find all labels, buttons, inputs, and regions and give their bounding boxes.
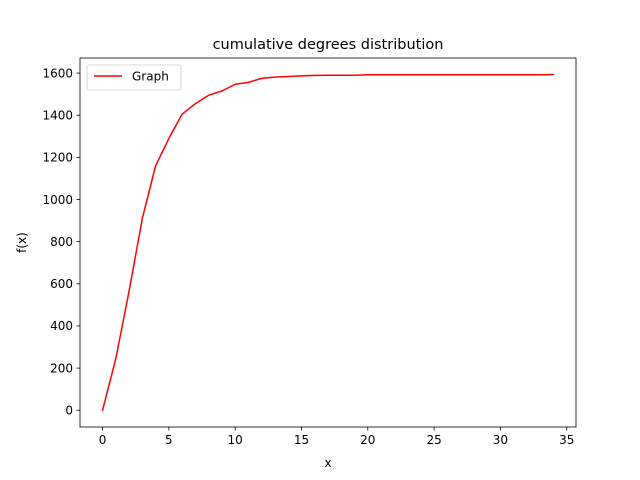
x-tick-label: 15 (294, 433, 309, 447)
y-tick-label: 1600 (42, 66, 73, 80)
y-tick-label: 400 (50, 319, 73, 333)
series-layer (101, 73, 555, 412)
y-tick-label: 600 (50, 277, 73, 291)
x-axis-label: x (324, 456, 331, 470)
y-tick-label: 1000 (42, 193, 73, 207)
y-tick-label: 1400 (42, 109, 73, 123)
x-ticks: 0 5 10 15 20 25 30 35 (99, 427, 574, 447)
legend-label-graph: Graph (132, 70, 169, 84)
legend: Graph (86, 64, 182, 91)
y-tick-label: 800 (50, 235, 73, 249)
x-tick-label: 35 (559, 433, 574, 447)
chart-title: cumulative degrees distribution (213, 37, 444, 53)
y-axis-label: f(x) (15, 232, 29, 253)
x-tick-label: 25 (426, 433, 441, 447)
legend-box (86, 64, 182, 91)
plot-area (80, 58, 576, 427)
x-tick-label: 20 (360, 433, 375, 447)
y-ticks: 0 200 400 600 800 1000 1200 1400 1600 (42, 66, 80, 418)
series-line-graph (101, 73, 555, 412)
plot-frame (79, 57, 577, 428)
x-tick-label: 10 (228, 433, 243, 447)
y-tick-label: 0 (65, 404, 73, 418)
y-tick-label: 200 (50, 361, 73, 375)
x-tick-label: 5 (165, 433, 173, 447)
y-tick-label: 1200 (42, 151, 73, 165)
x-tick-label: 30 (493, 433, 508, 447)
x-tick-label: 0 (99, 433, 107, 447)
